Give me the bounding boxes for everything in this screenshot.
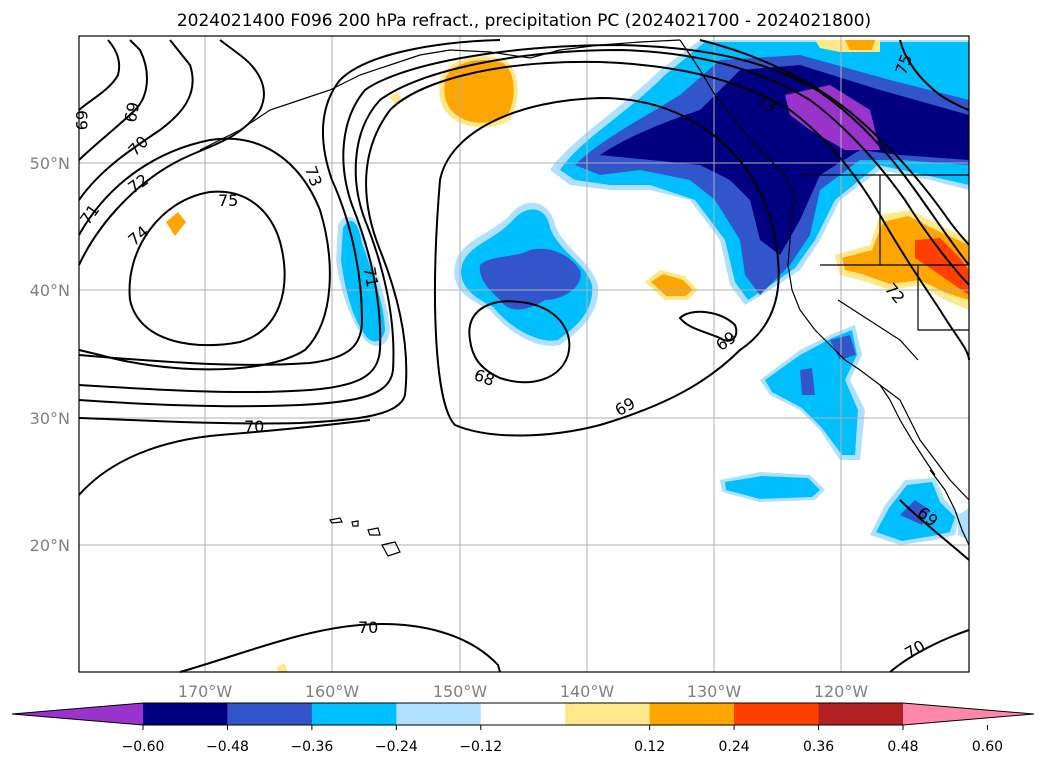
refractivity-contours: [78, 39, 970, 673]
precip-negative-socal-blue: [800, 335, 856, 395]
precip-negative-s2-blue: [900, 500, 930, 525]
contour-69-se: [899, 499, 970, 561]
colorbar-segment: [649, 703, 735, 725]
precip-negative-central-blue: [479, 248, 581, 310]
coastlines: [199, 39, 970, 557]
precip-positive-dot2-orange: [166, 212, 186, 236]
longitude-labels: 170°W 160°W 150°W 140°W 130°W 120°W: [178, 682, 869, 701]
baja-coast: [879, 384, 936, 476]
lat-label: 20°N: [30, 536, 70, 555]
colorbar-tick-label: −0.48: [206, 739, 249, 755]
colorbar-segment: [565, 703, 651, 725]
contour-70-west: [78, 109, 408, 425]
lon-label: 150°W: [433, 682, 488, 701]
contour-75-ne: [899, 39, 970, 111]
bc-coast: [679, 39, 796, 216]
contour-71: [78, 48, 970, 408]
contour-75: [128, 190, 286, 347]
alaska-coast: [199, 39, 681, 151]
lon-label: 170°W: [178, 682, 233, 701]
contour-68: [468, 300, 571, 384]
contour-70-north: [389, 60, 970, 361]
contour-label: 71: [360, 265, 382, 288]
us-west-coast: [787, 214, 970, 501]
colorbar-segment: [311, 703, 397, 725]
colorbar-segment: [818, 703, 904, 725]
map-frame: [78, 35, 970, 673]
colorbar-tick-label: 0.12: [634, 739, 665, 755]
colorbar-extend-low: [12, 703, 143, 725]
contour-73: [78, 39, 970, 366]
lon-label: 120°W: [814, 682, 869, 701]
contour-69-main: [434, 96, 780, 437]
contour-70-nw: [78, 39, 148, 161]
precip-positive-west-us-red: [915, 238, 969, 295]
lat-label: 30°N: [30, 409, 70, 428]
colorbar-tick-label: −0.60: [122, 739, 165, 755]
colorbar-segment: [396, 703, 482, 725]
mexico-coast: [929, 469, 970, 546]
colorbar-tick-label: −0.36: [290, 739, 333, 755]
colorbar-segment: [227, 703, 313, 725]
colorbar-tick-label: 0.36: [803, 739, 834, 755]
precip-negative-ne-navy: [600, 65, 969, 255]
colorbar-tick-label: 0.48: [887, 739, 918, 755]
contour-72-nw: [78, 39, 265, 266]
contour-69-nw: [78, 39, 121, 111]
colorbar-segment: [480, 703, 566, 725]
contour-70-south: [179, 623, 501, 673]
precip-positive-dot-yellow: [390, 92, 402, 104]
hawaii-islands: [329, 517, 401, 557]
colorbar-segment: [143, 703, 228, 725]
precip-fields: [166, 40, 969, 672]
lat-label: 50°N: [30, 154, 70, 173]
precip-positive-south-dot: [276, 663, 288, 672]
colorbar-tick-label: 0.24: [719, 739, 750, 755]
contour-label: 75: [218, 191, 238, 210]
colorbar-ticks: −0.60 −0.48 −0.36 −0.24 −0.12 0.12 0.24 0.36 0.4…: [122, 725, 1003, 755]
lat-label: 40°N: [30, 281, 70, 300]
lon-label: 140°W: [560, 682, 615, 701]
colorbar: −0.60 −0.48 −0.36 −0.24 −0.12 0.12 0.24 0.36 0.4…: [11, 702, 1035, 755]
contour-70-se: [78, 419, 970, 673]
contour-69-small: [678, 310, 738, 342]
precip-negative-s1-skyblue: [725, 476, 820, 499]
graticule: [79, 36, 969, 672]
map-panel: 68 69 69 69 69 69 70 70 70 71 71 72 72 7…: [72, 35, 970, 673]
contour-label: 69: [121, 100, 143, 123]
precip-negative-west-skyblue: [341, 220, 385, 342]
contour-label: 70: [244, 417, 264, 436]
colorbar-extend-high: [903, 703, 1034, 725]
colorbar-tick-label: 0.60: [972, 739, 1003, 755]
colorbar-segment: [734, 703, 820, 725]
contour-label: 69: [72, 110, 91, 130]
contour-71-nw: [78, 39, 194, 201]
contour-74: [78, 137, 331, 371]
precip-negative-s3-lightblue: [958, 508, 969, 540]
lon-label: 160°W: [305, 682, 360, 701]
figure-title: 2024021400 F096 200 hPa refract., precip…: [177, 11, 871, 31]
colorbar-tick-label: −0.12: [459, 739, 502, 755]
precip-positive-top-orange: [845, 40, 875, 50]
lon-label: 130°W: [687, 682, 742, 701]
us-state-borders: [820, 175, 969, 361]
contour-72: [78, 43, 970, 394]
contour-label: 70: [358, 618, 378, 637]
colorbar-segments: [12, 703, 1034, 725]
latitude-labels: 50°N 40°N 30°N 20°N: [30, 154, 70, 555]
colorbar-tick-label: −0.24: [375, 739, 418, 755]
